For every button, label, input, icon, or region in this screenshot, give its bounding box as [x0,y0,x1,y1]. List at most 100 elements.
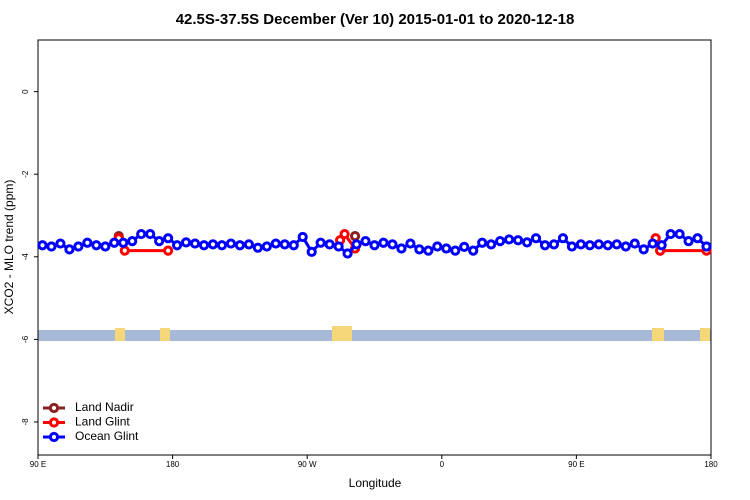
land-patch [160,328,170,341]
point [315,237,326,248]
point [450,245,461,256]
point [91,240,102,251]
point [369,240,380,251]
point [145,228,156,240]
surface-band [38,326,711,341]
point [339,228,350,240]
point [548,239,560,250]
chart-title: 42.5S-37.5S December (Ver 10) 2015-01-01… [176,11,575,28]
point [566,241,578,252]
point [593,239,604,250]
x-tick-label: 180 [166,460,180,469]
point [495,235,506,247]
point [109,237,120,248]
legend-label: Land Nadir [75,400,134,414]
point [171,240,183,251]
point [270,238,281,249]
point [423,245,434,256]
legend-label: Ocean Glint [75,429,139,443]
point [180,237,192,248]
point [665,228,676,240]
point [701,241,712,252]
point [584,240,595,251]
y-tick-label: -2 [21,170,30,178]
point [225,238,237,249]
point [486,239,497,250]
point [692,233,703,244]
point [136,228,147,240]
point [611,239,622,250]
y-tick-label: -8 [21,418,30,426]
point [530,233,542,244]
point [477,237,488,248]
point [647,238,658,249]
ocean-band [38,330,711,341]
point [504,234,515,245]
point [396,243,407,254]
point [342,248,353,259]
point [629,238,640,249]
point [521,237,533,248]
y-tick-label: -6 [21,335,30,343]
point [674,228,685,240]
point [37,240,48,251]
point [602,240,613,251]
point [351,239,362,250]
point [468,245,479,256]
point [539,240,551,251]
point [333,241,344,252]
point [360,235,371,247]
point [432,241,443,252]
point [620,241,631,252]
x-tick-label: 90 W [298,460,317,469]
land-patch [115,328,125,341]
point [64,244,75,255]
land-patch [700,328,710,341]
y-axis-label: XCO2 - MLO trend (ppm) [2,180,16,315]
x-tick-label: 90 E [568,460,584,469]
x-tick-label: 90 E [30,460,46,469]
point [154,235,165,247]
point [100,241,111,252]
legend-marker [48,417,60,428]
point [46,241,57,252]
point [378,237,389,248]
point [414,244,425,255]
point [207,239,219,250]
point [349,231,361,242]
point [512,235,524,246]
x-tick-label: 0 [440,460,445,469]
point [216,240,228,251]
point [288,240,299,251]
point [656,240,667,251]
point [261,241,272,252]
legend-marker [48,402,60,414]
land-patch [652,328,664,341]
point [198,240,210,251]
point [55,238,66,249]
point [252,242,263,253]
point [638,244,649,255]
point [405,238,416,249]
point [82,237,93,248]
point [459,241,470,252]
point [441,243,452,254]
legend-marker [48,431,60,443]
point [73,241,84,252]
point [324,239,335,250]
point [279,239,290,250]
x-axis-label: Longitude [349,476,402,490]
point [118,237,129,248]
y-tick-label: 0 [21,89,30,94]
point [163,233,174,244]
point [243,239,254,250]
point [297,231,308,243]
y-tick-label: -4 [21,253,30,261]
x-tick-label: 180 [704,460,718,469]
point [119,245,130,256]
point [127,235,138,247]
point [189,238,201,249]
point [306,246,317,257]
point [387,239,398,250]
